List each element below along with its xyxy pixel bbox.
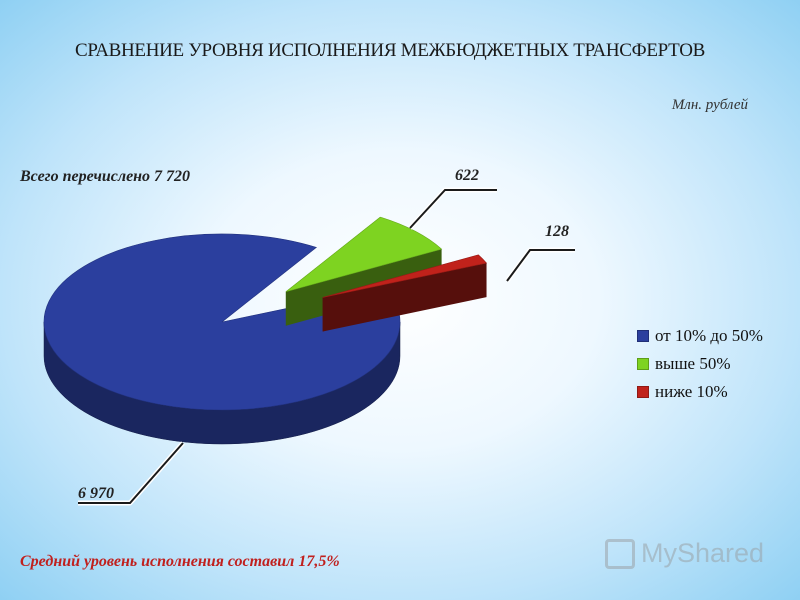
legend-swatch — [637, 386, 649, 398]
leader-line-halo — [504, 247, 575, 283]
chart-title: СРАВНЕНИЕ УРОВНЯ ИСПОЛНЕНИЯ МЕЖБЮДЖЕТНЫХ… — [74, 40, 705, 61]
legend-swatch — [637, 358, 649, 370]
pie-slice — [322, 254, 488, 332]
units-label: Млн. рублей — [671, 97, 748, 113]
data-label: 6 970 — [78, 485, 114, 502]
legend-swatch — [637, 330, 649, 342]
legend-label: выше 50% — [655, 354, 731, 373]
leader-line-halo — [408, 187, 497, 230]
legend-item: ниже 10% — [637, 378, 763, 406]
leader-line — [409, 189, 497, 229]
legend-item: выше 50% — [637, 350, 763, 378]
legend-label: ниже 10% — [655, 382, 728, 401]
leader-line — [506, 249, 575, 282]
pie-slice — [43, 233, 401, 445]
average-execution-note: Средний уровень исполнения составил 17,5… — [20, 553, 340, 570]
slice-top — [322, 254, 488, 298]
legend-label: от 10% до 50% — [655, 326, 763, 345]
leader-line — [78, 442, 184, 504]
total-transferred-label: Всего перечислено 7 720 — [20, 168, 191, 185]
watermark-icon — [605, 538, 635, 569]
watermark: MyShared — [605, 538, 764, 569]
slice-top — [43, 233, 401, 411]
watermark-text: MyShared — [641, 538, 765, 568]
slice-top — [285, 216, 443, 293]
slice-cut-face — [322, 263, 487, 332]
legend-item: от 10% до 50% — [637, 322, 763, 350]
data-label: 128 — [545, 223, 569, 240]
chart-legend: от 10% до 50% выше 50% ниже 10% — [637, 322, 763, 406]
data-label: 622 — [455, 167, 479, 184]
pie-slices — [43, 216, 488, 445]
